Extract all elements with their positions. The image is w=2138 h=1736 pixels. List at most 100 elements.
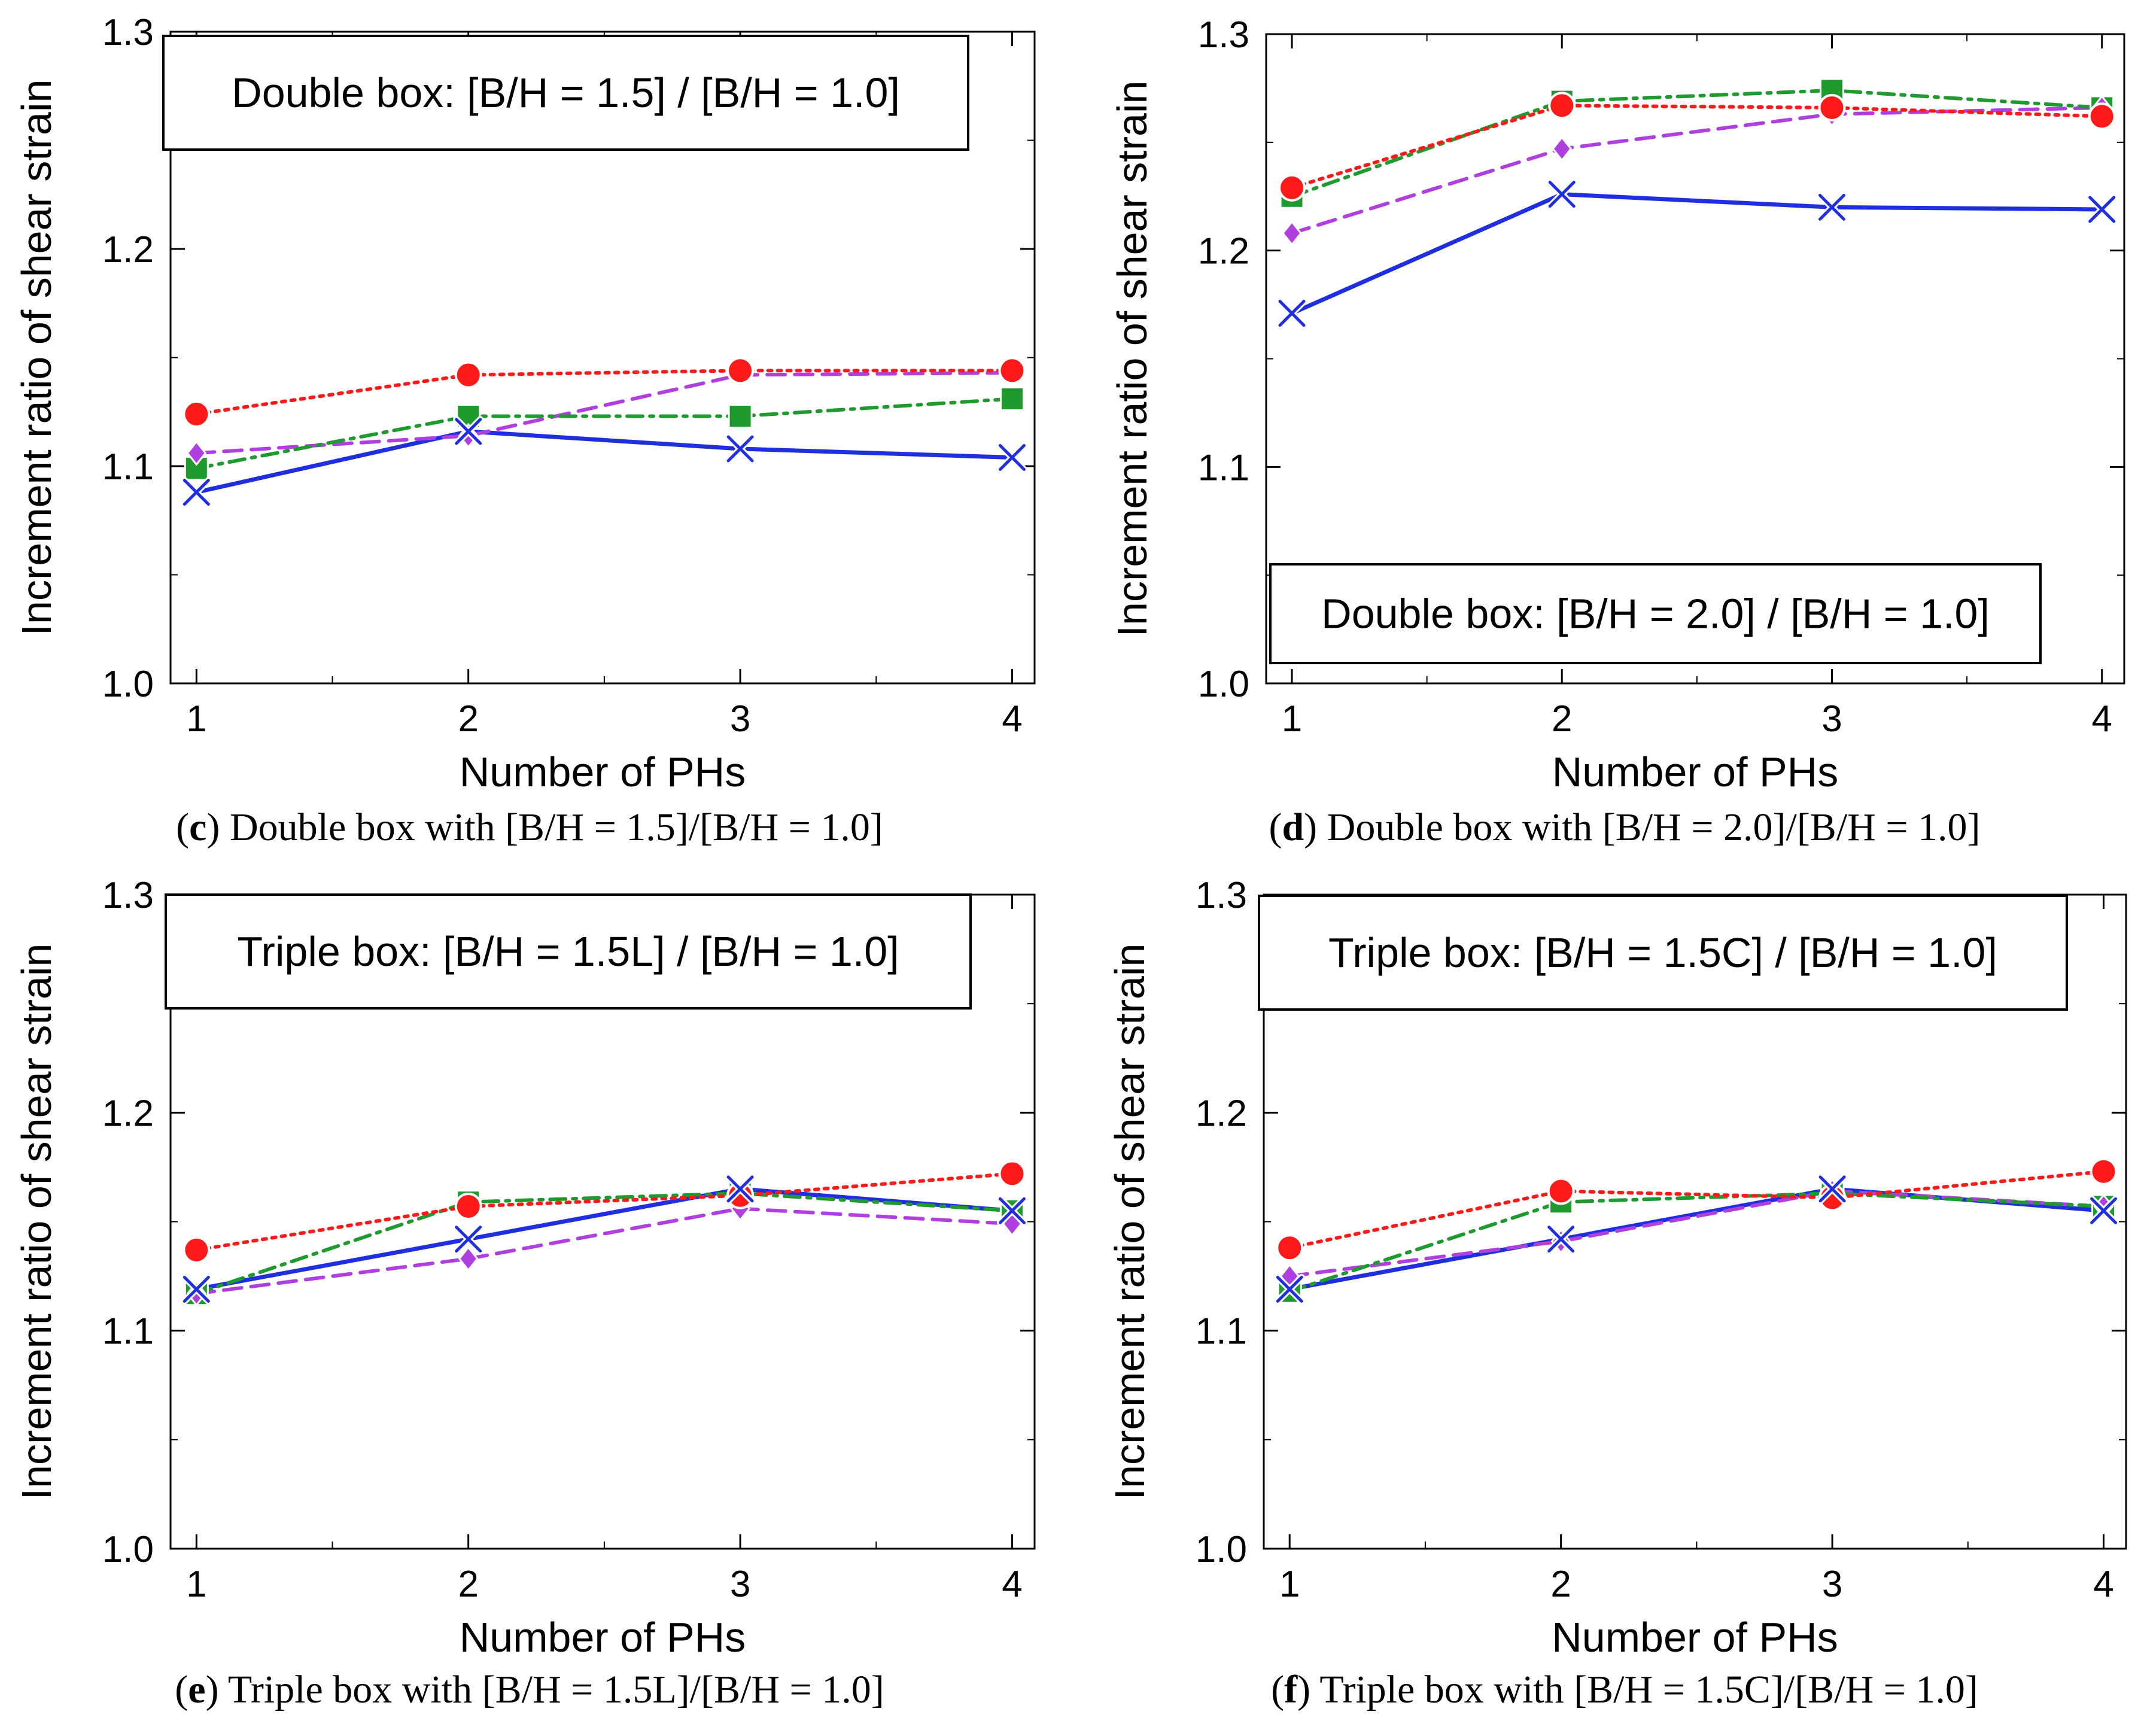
caption-text: Triple box with [B/H = 1.5C]/[B/H = 1.0] [1310, 1668, 1978, 1711]
x-axis-label: Number of PHs [1552, 1614, 1838, 1661]
panel-caption: (d) Double box with [B/H = 2.0]/[B/H = 1… [1269, 805, 1980, 849]
series-line-diamond [194, 1206, 1014, 1296]
y-tick-label: 1.2 [102, 1093, 154, 1134]
series-line-diamond [1290, 105, 2104, 235]
caption-open-paren: ( [1269, 805, 1282, 849]
marker-x [183, 479, 210, 506]
y-axis-label: Increment ratio of shear strain [13, 80, 60, 636]
chart-panel-c: 1.0 1.1 1.2 1.3 1 2 3 4 Number of PHs Increment r… [13, 12, 1036, 849]
marker-circle [1818, 93, 1846, 121]
y-tick-label: 1.3 [1196, 875, 1247, 916]
series-line-x [194, 1187, 1014, 1291]
marker-circle [1276, 1234, 1304, 1262]
x-tick-label: 1 [1282, 698, 1302, 740]
x-tick-label: 3 [730, 698, 750, 740]
x-tick-label: 4 [2091, 698, 2112, 740]
marker-x [998, 443, 1026, 471]
marker-x [183, 1275, 210, 1303]
marker-x [2090, 1197, 2118, 1224]
caption-text: Double box with [B/H = 2.0]/[B/H = 1.0] [1317, 805, 1980, 849]
y-tick-label: 1.1 [1198, 447, 1249, 488]
x-tick-label: 1 [186, 1564, 206, 1605]
x-tick-label: 2 [1550, 1564, 1571, 1605]
chart-panel-e: 1.0 1.1 1.2 1.3 1 2 3 4 Number of PHs Increment r… [13, 875, 1036, 1711]
marker-circle [998, 1160, 1026, 1188]
caption-text: Double box with [B/H = 1.5]/[B/H = 1.0] [220, 805, 883, 849]
y-tick-label: 1.3 [102, 875, 154, 916]
marker-x [1548, 181, 1576, 208]
marker-x [1818, 1175, 1846, 1203]
caption-close-paren: ) [1297, 1668, 1310, 1711]
y-tick-label: 1.0 [102, 1529, 154, 1570]
marker-circle [454, 1192, 482, 1220]
panel-caption: (f) Triple box with [B/H = 1.5C]/[B/H = … [1271, 1668, 1978, 1711]
x-tick-label: 3 [1821, 698, 1842, 740]
marker-circle [454, 361, 482, 389]
caption-letter: e [188, 1668, 205, 1711]
x-axis-label: Number of PHs [1552, 749, 1838, 795]
caption-close-paren: ) [206, 1668, 219, 1711]
marker-x [455, 1226, 482, 1253]
marker-diamond [186, 440, 207, 466]
marker-circle [1278, 174, 1306, 202]
y-tick-label: 1.0 [1196, 1529, 1247, 1570]
marker-x [1276, 1275, 1303, 1303]
caption-open-paren: ( [175, 1668, 188, 1711]
caption-letter: d [1282, 805, 1304, 849]
marker-diamond [1282, 220, 1302, 247]
series-line-circle [194, 1172, 1014, 1252]
marker-square [728, 404, 753, 429]
x-axis-label: Number of PHs [460, 749, 746, 795]
y-tick-label: 1.1 [1196, 1311, 1247, 1352]
y-axis-label: Increment ratio of shear strain [1109, 81, 1155, 637]
x-tick-label: 2 [1552, 698, 1572, 740]
y-tick-label: 1.2 [102, 229, 154, 270]
panel-caption: (c) Double box with [B/H = 1.5]/[B/H = 1… [176, 805, 883, 849]
caption-letter: f [1284, 1668, 1298, 1711]
series-line-diamond [194, 370, 1014, 455]
caption-close-paren: ) [1304, 805, 1317, 849]
marker-diamond [458, 1246, 479, 1272]
y-tick-label: 1.3 [102, 12, 154, 53]
y-tick-label: 1.2 [1196, 1093, 1247, 1134]
annotation-text: Double box: [B/H = 2.0] / [B/H = 1.0] [1321, 591, 1990, 637]
series-line-circle [1288, 1169, 2106, 1250]
marker-x [726, 435, 754, 463]
marker-x [455, 418, 482, 445]
y-tick-label: 1.3 [1198, 14, 1249, 56]
marker-circle [726, 357, 755, 385]
caption-letter: c [189, 805, 206, 849]
y-tick-label: 1.2 [1198, 231, 1249, 272]
x-tick-label: 2 [458, 1564, 478, 1605]
series-line-square [1288, 1191, 2106, 1294]
panel-caption: (e) Triple box with [B/H = 1.5L]/[B/H = … [175, 1668, 884, 1711]
marker-x [726, 1175, 754, 1203]
x-tick-label: 4 [2093, 1564, 2113, 1605]
y-tick-label: 1.1 [102, 1311, 154, 1352]
y-axis-label: Increment ratio of shear strain [1106, 944, 1153, 1500]
annotation-box [1269, 563, 2042, 664]
chart-panel-f: 1.0 1.1 1.2 1.3 1 2 3 4 Number of PHs Increment r… [1106, 875, 2127, 1711]
y-tick-label: 1.0 [1198, 664, 1249, 705]
marker-square [999, 386, 1024, 411]
y-tick-label: 1.0 [102, 664, 154, 705]
marker-circle [183, 400, 211, 428]
caption-close-paren: ) [206, 805, 220, 849]
annotation-text: Triple box: [B/H = 1.5L] / [B/H = 1.0] [237, 928, 899, 975]
caption-text: Triple box with [B/H = 1.5L]/[B/H = 1.0] [219, 1668, 884, 1711]
marker-x [998, 1197, 1026, 1224]
annotation-box [162, 35, 969, 151]
x-tick-label: 1 [186, 698, 206, 740]
x-tick-label: 1 [1279, 1564, 1300, 1605]
caption-open-paren: ( [1271, 1668, 1284, 1711]
marker-circle [2088, 102, 2116, 130]
marker-x [1278, 300, 1306, 327]
marker-circle [183, 1236, 211, 1264]
series-line-x [1290, 192, 2104, 316]
series-line-circle [1290, 104, 2104, 190]
x-tick-label: 2 [458, 698, 478, 740]
series-line-x [194, 429, 1014, 495]
marker-circle [1547, 1177, 1575, 1205]
x-tick-label: 4 [1002, 1564, 1022, 1605]
